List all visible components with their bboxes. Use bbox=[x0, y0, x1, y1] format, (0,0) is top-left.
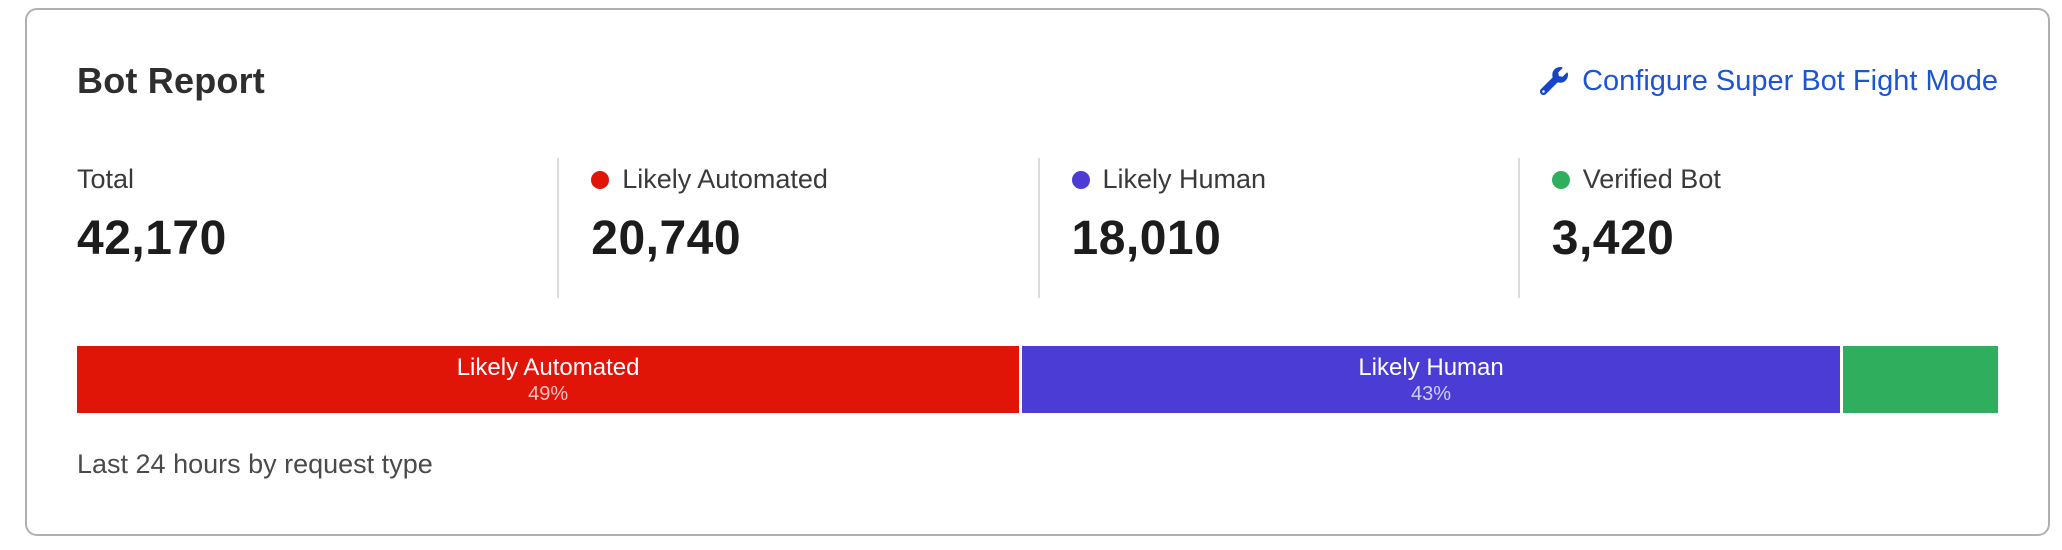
configure-link-label: Configure Super Bot Fight Mode bbox=[1582, 64, 1998, 97]
verified-bot-dot-icon bbox=[1551, 170, 1570, 189]
stat-value: 3,420 bbox=[1551, 212, 1675, 265]
stat-likely-automated: Likely Automated 20,740 bbox=[557, 158, 1037, 298]
stat-value: 18,010 bbox=[1071, 212, 1222, 265]
stat-verified-bot: Verified Bot 3,420 bbox=[1517, 158, 1998, 298]
stat-label: Verified Bot bbox=[1582, 164, 1721, 194]
bar-segment-label: Likely Human bbox=[1358, 353, 1504, 381]
bar-segment-label: Likely Automated bbox=[456, 353, 640, 381]
stat-total: Total 42,170 bbox=[77, 158, 557, 298]
bar-segment-verified-bot bbox=[1842, 346, 1998, 413]
bar-segment-percent: 49% bbox=[528, 382, 569, 405]
bot-distribution-bar: Likely Automated 49% Likely Human 43% bbox=[77, 346, 1998, 413]
wrench-icon bbox=[1540, 67, 1569, 95]
bar-segment-percent: 43% bbox=[1411, 382, 1452, 405]
card-header: Bot Report Configure Super Bot Fight Mod… bbox=[77, 60, 1998, 102]
bot-report-card: Bot Report Configure Super Bot Fight Mod… bbox=[25, 8, 2050, 536]
likely-human-dot-icon bbox=[1071, 170, 1090, 189]
configure-super-bot-fight-mode-link[interactable]: Configure Super Bot Fight Mode bbox=[1540, 65, 1998, 98]
stat-label: Total bbox=[77, 164, 135, 194]
page-title: Bot Report bbox=[77, 60, 265, 101]
stat-label: Likely Automated bbox=[622, 164, 828, 194]
stat-value: 20,740 bbox=[591, 212, 742, 265]
bar-segment-likely-human: Likely Human 43% bbox=[1022, 346, 1840, 413]
stat-likely-human: Likely Human 18,010 bbox=[1037, 158, 1518, 298]
likely-automated-dot-icon bbox=[591, 170, 610, 189]
bar-segment-likely-automated: Likely Automated 49% bbox=[77, 346, 1020, 413]
stat-value: 42,170 bbox=[77, 212, 227, 265]
chart-caption: Last 24 hours by request type bbox=[77, 449, 433, 479]
stats-row: Total 42,170 Likely Automated 20,740 Lik… bbox=[77, 158, 1998, 298]
stat-label: Likely Human bbox=[1102, 164, 1267, 194]
